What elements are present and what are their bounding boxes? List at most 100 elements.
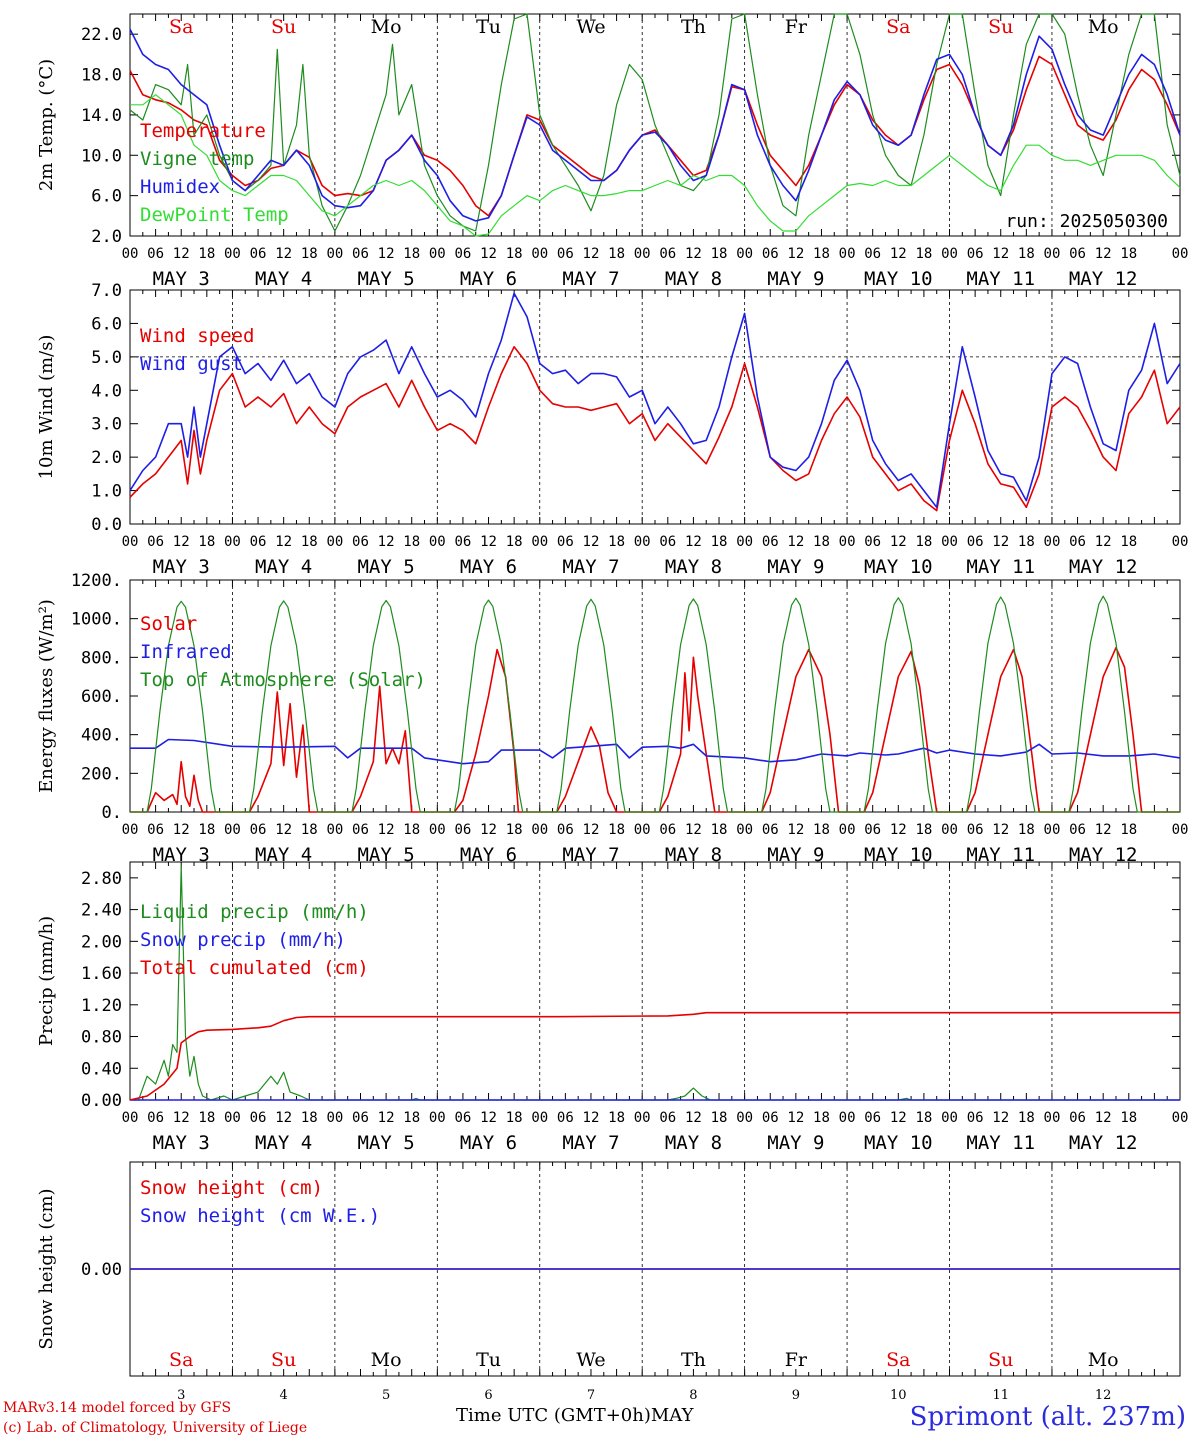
temp-date-label: MAY 8: [665, 268, 722, 290]
precip-hour-label: 00: [224, 1110, 241, 1126]
energy-y-tick-label: 1200.: [71, 571, 122, 591]
bottom-day-number: 8: [689, 1388, 697, 1403]
bottom-day-number: 5: [382, 1388, 390, 1403]
energy-hour-label: 06: [352, 822, 369, 838]
precip-y-tick-label: 2.00: [81, 932, 122, 952]
weekday-label: Su: [271, 16, 296, 38]
temp-hour-label: 06: [967, 246, 984, 262]
precip-hour-label: 06: [762, 1110, 779, 1126]
weekday-label: Sa: [169, 16, 193, 38]
precip-hour-label: 00: [736, 1110, 753, 1126]
wind-hour-label: 12: [173, 534, 190, 550]
energy-hour-label-final: 00: [1172, 822, 1189, 838]
energy-hour-label: 12: [480, 822, 497, 838]
bottom-weekday-label: Mo: [1088, 1349, 1119, 1371]
precip-hour-label: 06: [557, 1110, 574, 1126]
weekday-label: Mo: [371, 16, 402, 38]
energy-date-label: MAY 7: [562, 844, 619, 866]
energy-series-top-of-atmosphere-solar-: [130, 595, 1180, 813]
energy-hour-label: 18: [1018, 822, 1035, 838]
energy-y-tick-label: 400.: [81, 726, 122, 746]
wind-hour-label: 06: [557, 534, 574, 550]
energy-hour-label: 12: [685, 822, 702, 838]
precip-hour-label: 18: [301, 1110, 318, 1126]
wind-hour-label: 12: [583, 534, 600, 550]
energy-date-label: MAY 11: [966, 844, 1035, 866]
precip-hour-label: 06: [454, 1110, 471, 1126]
precip-date-label: MAY 5: [357, 1132, 414, 1154]
wind-legend-wind-gust: Wind gust: [140, 353, 243, 375]
energy-y-tick-label: 0.: [102, 803, 122, 823]
bottom-day-number: 4: [280, 1388, 288, 1403]
bottom-weekday-label: Th: [681, 1349, 706, 1371]
bottom-weekday-label: Mo: [371, 1349, 402, 1371]
precip-date-label: MAY 12: [1069, 1132, 1138, 1154]
precip-hour-label: 00: [429, 1110, 446, 1126]
energy-hour-label: 00: [122, 822, 139, 838]
temp-hour-label: 18: [1018, 246, 1035, 262]
energy-date-label: MAY 4: [255, 844, 312, 866]
precip-date-label: MAY 6: [460, 1132, 517, 1154]
wind-date-label: MAY 8: [665, 556, 722, 578]
wind-y-tick-label: 7.0: [91, 281, 122, 301]
bottom-day-number: 10: [890, 1388, 907, 1403]
wind-hour-label: 00: [224, 534, 241, 550]
temp-series-humidex: [129, 28, 1181, 222]
temp-hour-label: 12: [685, 246, 702, 262]
snow-y-tick-label: 0.00: [81, 1260, 122, 1280]
precip-date-label: MAY 9: [767, 1132, 824, 1154]
bottom-day-number: 12: [1095, 1388, 1112, 1403]
precip-y-tick-label: 2.40: [81, 901, 122, 921]
temp-hour-label: 18: [608, 246, 625, 262]
weekday-label: Mo: [1088, 16, 1119, 38]
temp-hour-label: 18: [403, 246, 420, 262]
wind-hour-label: 18: [608, 534, 625, 550]
temp-legend-temperature: Temperature: [140, 120, 266, 142]
wind-hour-label: 12: [992, 534, 1009, 550]
energy-hour-label: 18: [403, 822, 420, 838]
snow-legend-snow-height-cm-: Snow height (cm): [140, 1177, 323, 1199]
precip-hour-label: 12: [173, 1110, 190, 1126]
weekday-label: Tu: [476, 16, 501, 38]
energy-hour-label: 12: [890, 822, 907, 838]
energy-hour-label: 06: [147, 822, 164, 838]
temp-hour-label: 00: [122, 246, 139, 262]
energy-hour-label: 18: [506, 822, 523, 838]
temp-hour-label: 12: [787, 246, 804, 262]
temp-series-dewpoint-temp: [130, 94, 1181, 237]
temp-hour-label: 18: [198, 246, 215, 262]
precip-y-tick-label: 1.20: [81, 996, 122, 1016]
precip-hour-label: 12: [890, 1110, 907, 1126]
precip-hour-label: 18: [1018, 1110, 1035, 1126]
energy-y-axis-label: Energy fluxes (W/m²): [36, 599, 57, 793]
temp-hour-label: 12: [890, 246, 907, 262]
wind-hour-label: 06: [250, 534, 267, 550]
bottom-weekday-label: Sa: [886, 1349, 910, 1371]
energy-hour-label: 00: [429, 822, 446, 838]
temp-date-label: MAY 12: [1069, 268, 1138, 290]
precip-series-total-cumulated-cm-: [129, 1011, 1180, 1101]
weekday-label: Su: [988, 16, 1013, 38]
weekday-label: Fr: [785, 16, 808, 38]
copyright-credit: (c) Lab. of Climatology, University of L…: [3, 1420, 308, 1436]
bottom-day-number: 9: [792, 1388, 800, 1403]
wind-hour-label: 18: [403, 534, 420, 550]
precip-hour-label: 06: [352, 1110, 369, 1126]
precip-hour-label: 00: [122, 1110, 139, 1126]
wind-series-wind-gust: [129, 292, 1181, 509]
temp-y-tick-label: 2.0: [91, 227, 122, 247]
energy-hour-label: 12: [1095, 822, 1112, 838]
temp-hour-label: 06: [454, 246, 471, 262]
energy-date-label: MAY 8: [665, 844, 722, 866]
precip-hour-label-final: 00: [1172, 1110, 1189, 1126]
energy-hour-label: 18: [711, 822, 728, 838]
time-axis-month: MAY: [650, 1405, 694, 1426]
precip-hour-label: 12: [378, 1110, 395, 1126]
precip-hour-label: 00: [634, 1110, 651, 1126]
precip-hour-label: 18: [506, 1110, 523, 1126]
temp-hour-label: 18: [301, 246, 318, 262]
precip-hour-label: 18: [403, 1110, 420, 1126]
temp-date-label: MAY 4: [255, 268, 312, 290]
temp-hour-label: 06: [147, 246, 164, 262]
temp-hour-label: 00: [429, 246, 446, 262]
